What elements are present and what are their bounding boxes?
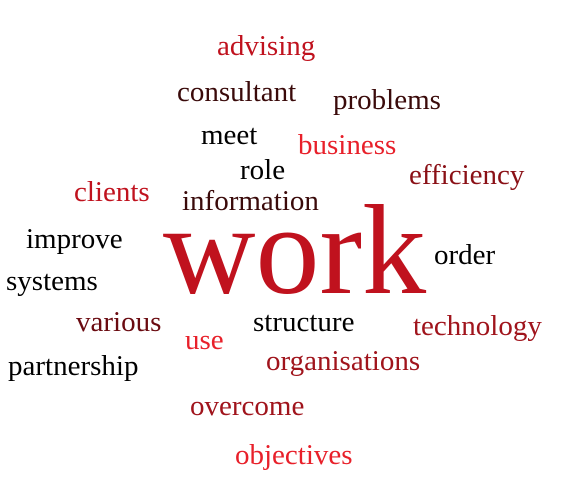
word-systems: systems xyxy=(6,265,98,297)
word-structure: structure xyxy=(253,306,355,338)
word-improve: improve xyxy=(26,223,123,255)
word-organisations: organisations xyxy=(266,345,421,377)
word-overcome: overcome xyxy=(190,390,305,422)
word-technology: technology xyxy=(413,310,542,342)
word-work: work xyxy=(163,179,427,321)
word-order: order xyxy=(434,239,496,271)
word-consultant: consultant xyxy=(177,76,297,108)
word-role: role xyxy=(240,154,286,186)
word-objectives: objectives xyxy=(235,439,353,471)
word-meet: meet xyxy=(201,119,258,151)
word-efficiency: efficiency xyxy=(409,159,525,191)
word-clients: clients xyxy=(74,176,150,208)
word-use: use xyxy=(185,324,224,356)
word-advising: advising xyxy=(217,30,316,62)
word-various: various xyxy=(76,306,162,338)
word-partnership: partnership xyxy=(8,350,139,382)
word-information: information xyxy=(182,185,319,217)
word-business: business xyxy=(298,129,397,161)
word-problems: problems xyxy=(333,84,441,116)
